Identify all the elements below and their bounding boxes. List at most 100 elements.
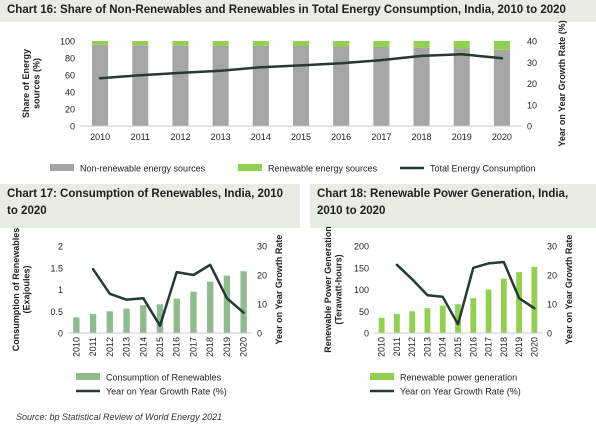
legend-label: Total Energy Consumption xyxy=(430,164,536,174)
y2-tick-label: 20 xyxy=(547,271,557,281)
line-series-year-on-year-growth-rate- xyxy=(91,263,245,328)
x-tick-label: 2019 xyxy=(222,337,232,357)
y-tick-label: 1.5 xyxy=(50,263,63,273)
y-axis-title: Renewable Power Generation(Terawatt-hour… xyxy=(323,226,343,353)
legend-label: Consumption of Renewables xyxy=(106,373,222,383)
y-tick-label: 50 xyxy=(359,307,369,317)
bar-non-renewable-energy-sources-2016 xyxy=(333,46,350,126)
bar-renewable-power-generation-2019 xyxy=(516,272,522,333)
y2-tick-label: 20 xyxy=(527,79,537,89)
bar-consumption-of-renewables-2019 xyxy=(223,275,231,333)
x-tick-label: 2015 xyxy=(155,337,165,357)
x-tick-label: 2013 xyxy=(122,337,132,357)
chart17-panel: Chart 17: Consumption of Renewables, Ind… xyxy=(0,184,300,398)
y-tick-label: 100 xyxy=(354,285,369,295)
bar-renewable-energy-sources-2020 xyxy=(493,41,510,50)
x-tick-label: 2011 xyxy=(88,337,98,356)
y2-tick-label: 30 xyxy=(527,58,537,68)
y2-tick-label: 0 xyxy=(257,329,262,339)
x-tick-label: 2016 xyxy=(172,337,182,357)
y-tick-label: 40 xyxy=(65,88,75,98)
x-tick-label: 2019 xyxy=(452,132,472,142)
x-tick-label: 2019 xyxy=(514,337,524,357)
y2-tick-label: 10 xyxy=(547,300,557,310)
bar-non-renewable-energy-sources-2018 xyxy=(413,47,430,126)
y2-axis-title: Year on Year Growth Rate xyxy=(564,235,574,345)
bar-non-renewable-energy-sources-2014 xyxy=(252,45,269,126)
bar-consumption-of-renewables-2012 xyxy=(106,311,113,333)
bar-renewable-energy-sources-2017 xyxy=(373,41,390,47)
x-tick-label: 2015 xyxy=(291,132,311,142)
x-tick-label: 2012 xyxy=(170,132,190,142)
x-tick-label: 2017 xyxy=(484,337,494,357)
x-tick-label: 2017 xyxy=(188,337,198,357)
legend-label: Year on Year Growth Rate (%) xyxy=(400,387,521,397)
legend-swatch xyxy=(76,373,100,380)
chart16-panel: Chart 16: Share of Non-Renewables and Re… xyxy=(0,0,596,178)
bar-non-renewable-energy-sources-2012 xyxy=(172,45,189,126)
line-series-total-energy-consumption xyxy=(98,52,504,80)
bar-renewable-power-generation-2013 xyxy=(424,308,431,333)
x-tick-label: 2016 xyxy=(468,337,478,357)
bar-renewable-power-generation-2017 xyxy=(485,289,492,333)
x-tick-label: 2015 xyxy=(453,337,463,357)
x-tick-label: 2020 xyxy=(492,132,512,142)
chart18-title: Chart 18: Renewable Power Generation, In… xyxy=(310,184,596,228)
y2-axis-title: Year on Year Growth Rate xyxy=(274,235,284,345)
y2-tick-label: 40 xyxy=(527,37,537,47)
y-tick-label: 0.5 xyxy=(50,307,63,317)
bar-renewable-energy-sources-2013 xyxy=(212,41,229,46)
x-tick-label: 2018 xyxy=(499,337,509,357)
legend-label: Renewable power generation xyxy=(400,373,517,383)
x-tick-label: 2012 xyxy=(407,337,417,357)
bar-consumption-of-renewables-2010 xyxy=(73,317,80,333)
x-tick-label: 2014 xyxy=(438,337,448,357)
bar-renewable-energy-sources-2016 xyxy=(333,41,350,47)
y2-axis-title: Year on Year Growth Rate (%) xyxy=(557,20,567,146)
legend-label: Non-renewable energy sources xyxy=(80,164,206,174)
x-tick-label: 2014 xyxy=(138,337,148,357)
legend-swatch xyxy=(238,164,262,171)
y2-tick-label: 0 xyxy=(547,329,552,339)
bar-renewable-energy-sources-2011 xyxy=(132,41,149,46)
y-tick-label: 100 xyxy=(60,37,75,47)
bar-consumption-of-renewables-2013 xyxy=(123,308,130,333)
bar-non-renewable-energy-sources-2015 xyxy=(292,46,310,126)
bar-consumption-of-renewables-2011 xyxy=(89,313,97,333)
bar-consumption-of-renewables-2015 xyxy=(156,304,164,333)
bar-renewable-energy-sources-2018 xyxy=(413,41,430,48)
y2-tick-label: 20 xyxy=(257,271,267,281)
bar-renewable-energy-sources-2010 xyxy=(92,41,109,45)
y-tick-label: 150 xyxy=(354,263,369,273)
x-tick-label: 2013 xyxy=(211,132,231,142)
bar-non-renewable-energy-sources-2017 xyxy=(373,46,390,127)
y-axis-title: Consumption of Renewables(Exajoules) xyxy=(11,228,31,352)
line-series-year-on-year-growth-rate- xyxy=(395,260,536,326)
y-tick-label: 200 xyxy=(354,242,369,252)
y-tick-label: 1 xyxy=(58,285,63,295)
legend-label: Renewable energy sources xyxy=(268,164,378,174)
bar-renewable-energy-sources-2012 xyxy=(172,41,189,46)
bar-renewable-power-generation-2012 xyxy=(409,311,416,333)
bar-renewable-energy-sources-2014 xyxy=(252,41,269,46)
legend-label: Year on Year Growth Rate (%) xyxy=(106,387,227,397)
y-tick-label: 0 xyxy=(364,329,369,339)
bar-non-renewable-energy-sources-2020 xyxy=(493,49,510,127)
y-axis-title: Share of Energysources (%) xyxy=(21,49,41,118)
chart18-panel: Chart 18: Renewable Power Generation, In… xyxy=(310,184,596,398)
y2-tick-label: 30 xyxy=(257,242,267,252)
bar-consumption-of-renewables-2018 xyxy=(207,281,214,333)
bar-renewable-power-generation-2011 xyxy=(394,313,400,333)
x-tick-label: 2010 xyxy=(377,337,387,357)
y2-tick-label: 0 xyxy=(527,122,532,132)
y2-tick-label: 10 xyxy=(527,100,537,110)
x-tick-label: 2010 xyxy=(90,132,110,142)
x-tick-label: 2016 xyxy=(331,132,351,142)
y-tick-label: 0 xyxy=(58,329,63,339)
source-note: Source: bp Statistical Review of World E… xyxy=(16,412,223,422)
x-tick-label: 2018 xyxy=(412,132,432,142)
bar-renewable-power-generation-2014 xyxy=(439,305,446,333)
chart17-title: Chart 17: Consumption of Renewables, Ind… xyxy=(0,184,300,228)
bar-non-renewable-energy-sources-2013 xyxy=(212,45,229,127)
